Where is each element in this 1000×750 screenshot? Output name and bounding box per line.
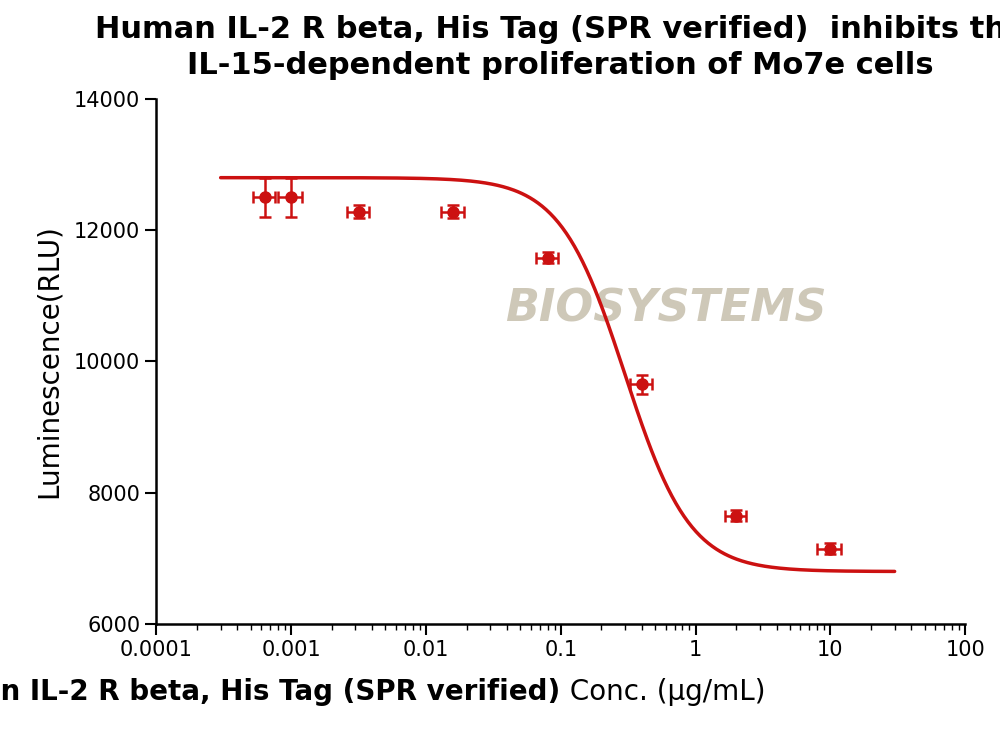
Title: Human IL-2 R beta, His Tag (SPR verified)  inhibits the
IL-15-dependent prolifer: Human IL-2 R beta, His Tag (SPR verified… xyxy=(95,15,1000,80)
Text: Human IL-2 R beta, His Tag (SPR verified): Human IL-2 R beta, His Tag (SPR verified… xyxy=(0,677,561,706)
Text: BIOSYSTEMS: BIOSYSTEMS xyxy=(505,287,827,331)
Y-axis label: Luminescence(RLU): Luminescence(RLU) xyxy=(35,224,63,499)
Text: Conc. (μg/mL): Conc. (μg/mL) xyxy=(561,677,765,706)
